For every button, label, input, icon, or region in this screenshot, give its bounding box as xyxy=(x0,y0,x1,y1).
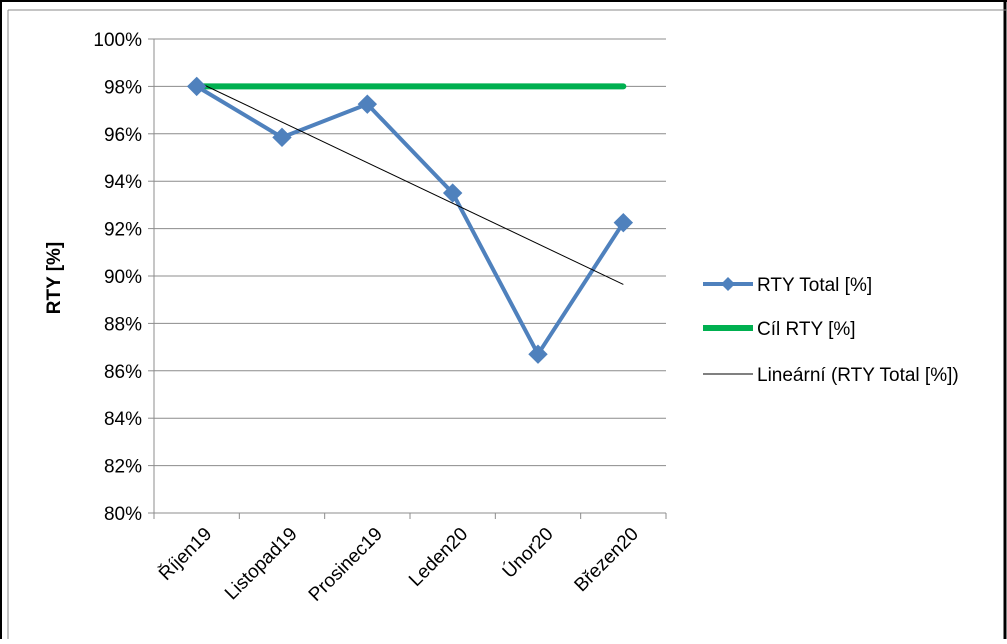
y-tick-label: 88% xyxy=(104,314,142,335)
y-tick-label: 80% xyxy=(104,504,142,525)
y-tick-label: 98% xyxy=(104,77,142,98)
legend-label-cil-rty: Cíl RTY [%] xyxy=(757,319,856,340)
x-tick-label: Březen20 xyxy=(571,524,643,596)
y-tick-label: 94% xyxy=(104,172,142,193)
data-point-rty-total xyxy=(186,76,207,97)
series-line-rty-total xyxy=(195,84,626,357)
markers xyxy=(186,76,634,364)
data-point-rty-total xyxy=(357,94,378,114)
data-point-rty-total xyxy=(272,127,292,148)
data-point-rty-total xyxy=(442,183,463,203)
x-tick-label: Leden20 xyxy=(405,524,472,591)
x-tick-labels: Říjen19 Listopad19 Prosinec19 Leden20 Únor20… xyxy=(154,523,643,606)
y-tick-label: 86% xyxy=(104,362,142,383)
legend-label-rty-total: RTY Total [%] xyxy=(757,275,872,296)
x-tick-label: Listopad19 xyxy=(221,524,302,605)
axes xyxy=(153,39,667,519)
y-tick-label: 96% xyxy=(104,125,142,146)
legend-marker-rty-total xyxy=(721,277,735,291)
trendline xyxy=(196,81,624,285)
y-tick-label: 84% xyxy=(104,409,142,430)
y-tick-label: 100% xyxy=(93,30,142,51)
series-layer xyxy=(193,81,627,357)
y-tick-label: 92% xyxy=(104,220,142,241)
x-tick-label: Prosinec19 xyxy=(305,524,387,606)
data-point-rty-total xyxy=(528,344,548,364)
y-tick-label: 90% xyxy=(104,267,142,288)
y-axis-label: RTY [%] xyxy=(44,242,65,314)
legend-label-trendline: Lineární (RTY Total [%]) xyxy=(757,365,959,386)
y-tick-labels: 80% 82% 84% 86% 88% 90% 92% 94% 96% 98% 100% xyxy=(93,30,142,525)
data-point-rty-total xyxy=(613,212,634,233)
x-tick-label: Říjen19 xyxy=(154,523,216,585)
x-tick-label: Únor20 xyxy=(498,523,558,583)
legend: RTY Total [%] Cíl RTY [%] Lineární (RTY To… xyxy=(703,275,959,386)
y-tick-label: 82% xyxy=(104,457,142,478)
